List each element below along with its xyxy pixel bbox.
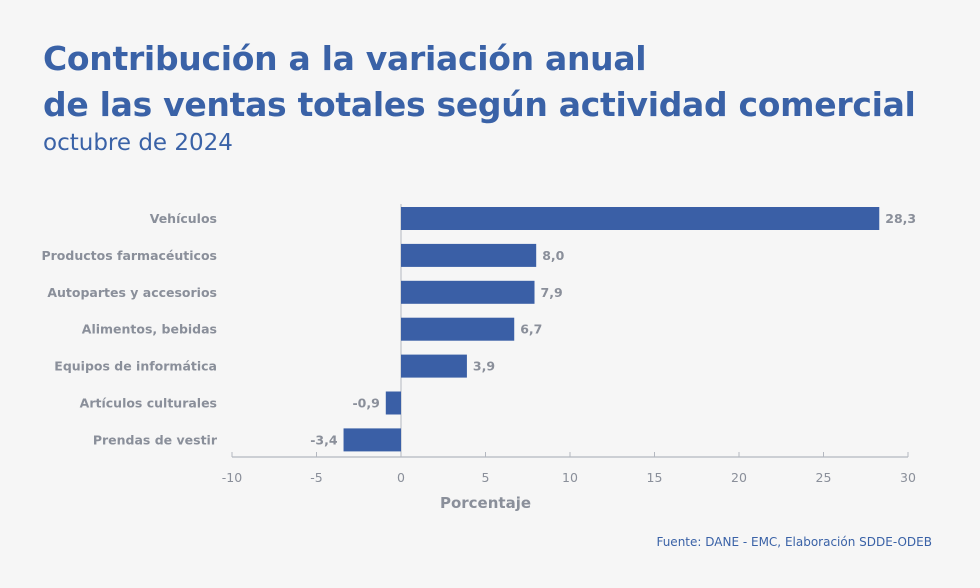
bar [343, 428, 401, 452]
bar [401, 354, 467, 378]
data-label: 28,3 [885, 211, 916, 226]
bar [401, 207, 880, 230]
category-label: Autopartes y accesorios [47, 285, 217, 300]
category-label: Prendas de vestir [93, 432, 218, 447]
chart-subtitle: octubre de 2024 [43, 130, 233, 156]
x-axis-title: Porcentaje [440, 494, 531, 512]
x-tick-label: 15 [647, 470, 663, 485]
bar [401, 317, 515, 341]
x-tick-label: 5 [482, 470, 490, 485]
data-label: -3,4 [310, 432, 338, 447]
category-label: Productos farmacéuticos [41, 248, 217, 263]
bar [401, 280, 535, 304]
data-label: 7,9 [541, 285, 563, 300]
bar [401, 243, 537, 267]
source-note: Fuente: DANE - EMC, Elaboración SDDE-ODE… [656, 535, 932, 549]
category-label: Vehículos [150, 211, 217, 226]
data-label: -0,9 [352, 396, 379, 411]
x-tick-label: 20 [731, 470, 747, 485]
chart-title-line-2: de las ventas totales según actividad co… [43, 85, 916, 124]
x-tick-label: 0 [397, 470, 405, 485]
x-tick-label: 25 [816, 470, 832, 485]
data-label: 6,7 [520, 322, 542, 337]
category-label: Equipos de informática [54, 359, 217, 374]
category-label: Alimentos, bebidas [82, 322, 217, 337]
x-tick-label: -10 [222, 470, 242, 485]
chart-title: Contribución a la variación anual de las… [43, 36, 916, 128]
data-label: 3,9 [473, 359, 495, 374]
data-label: 8,0 [542, 248, 564, 263]
x-tick-label: 10 [562, 470, 578, 485]
x-tick-label: 30 [900, 470, 916, 485]
category-label: Artículos culturales [80, 396, 217, 411]
x-tick-label: -5 [310, 470, 322, 485]
bar [385, 391, 401, 415]
chart-title-line-1: Contribución a la variación anual [43, 39, 647, 78]
